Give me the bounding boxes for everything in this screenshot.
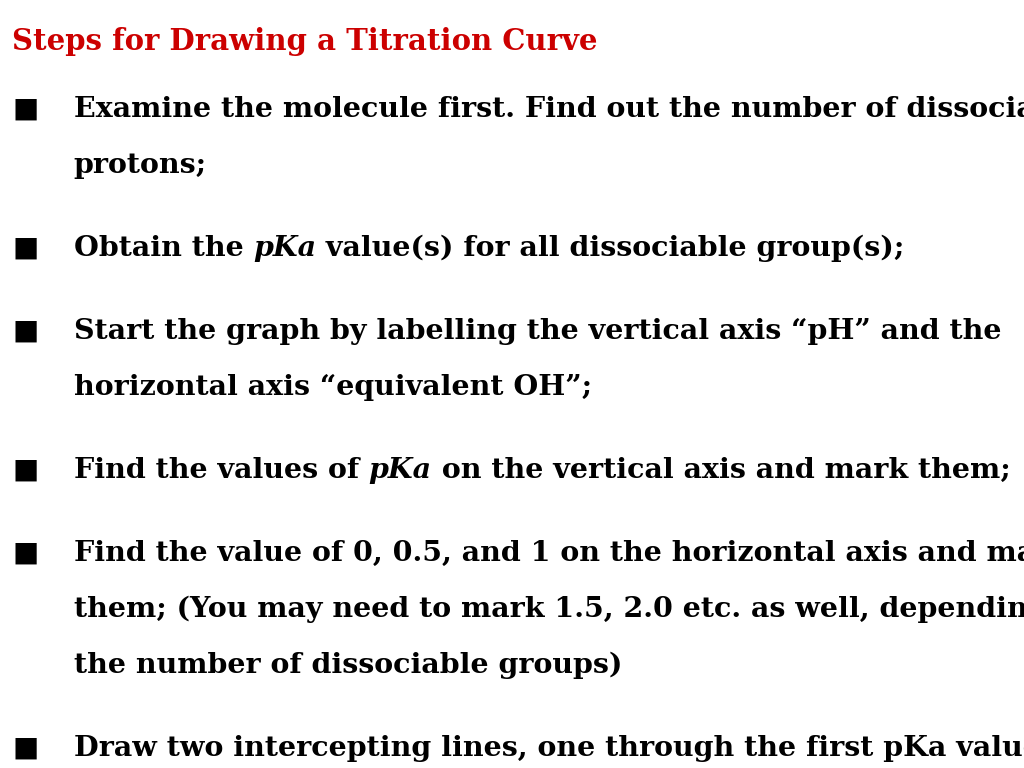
Text: pKa: pKa [369, 457, 432, 484]
Text: horizontal axis “equivalent OH”;: horizontal axis “equivalent OH”; [74, 374, 592, 401]
Text: ■: ■ [12, 318, 39, 345]
Text: Start the graph by labelling the vertical axis “pH” and the: Start the graph by labelling the vertica… [74, 318, 1001, 345]
Text: ■: ■ [12, 457, 39, 484]
Text: the number of dissociable groups): the number of dissociable groups) [74, 652, 623, 680]
Text: ■: ■ [12, 540, 39, 567]
Text: Draw two intercepting lines, one through the first pKa value, the: Draw two intercepting lines, one through… [74, 735, 1024, 762]
Text: ■: ■ [12, 96, 39, 123]
Text: ■: ■ [12, 235, 39, 262]
Text: pKa: pKa [253, 235, 316, 262]
Text: them; (You may need to mark 1.5, 2.0 etc. as well, depending on: them; (You may need to mark 1.5, 2.0 etc… [74, 596, 1024, 624]
Text: Steps for Drawing a Titration Curve: Steps for Drawing a Titration Curve [12, 27, 598, 56]
Text: Find the values of: Find the values of [74, 457, 369, 484]
Text: Find the value of 0, 0.5, and 1 on the horizontal axis and mark: Find the value of 0, 0.5, and 1 on the h… [74, 540, 1024, 567]
Text: on the vertical axis and mark them;: on the vertical axis and mark them; [432, 457, 1011, 484]
Text: Obtain the: Obtain the [74, 235, 253, 262]
Text: protons;: protons; [74, 152, 207, 179]
Text: ■: ■ [12, 735, 39, 762]
Text: Examine the molecule first. Find out the number of dissociable: Examine the molecule first. Find out the… [74, 96, 1024, 123]
Text: value(s) for all dissociable group(s);: value(s) for all dissociable group(s); [316, 235, 905, 263]
